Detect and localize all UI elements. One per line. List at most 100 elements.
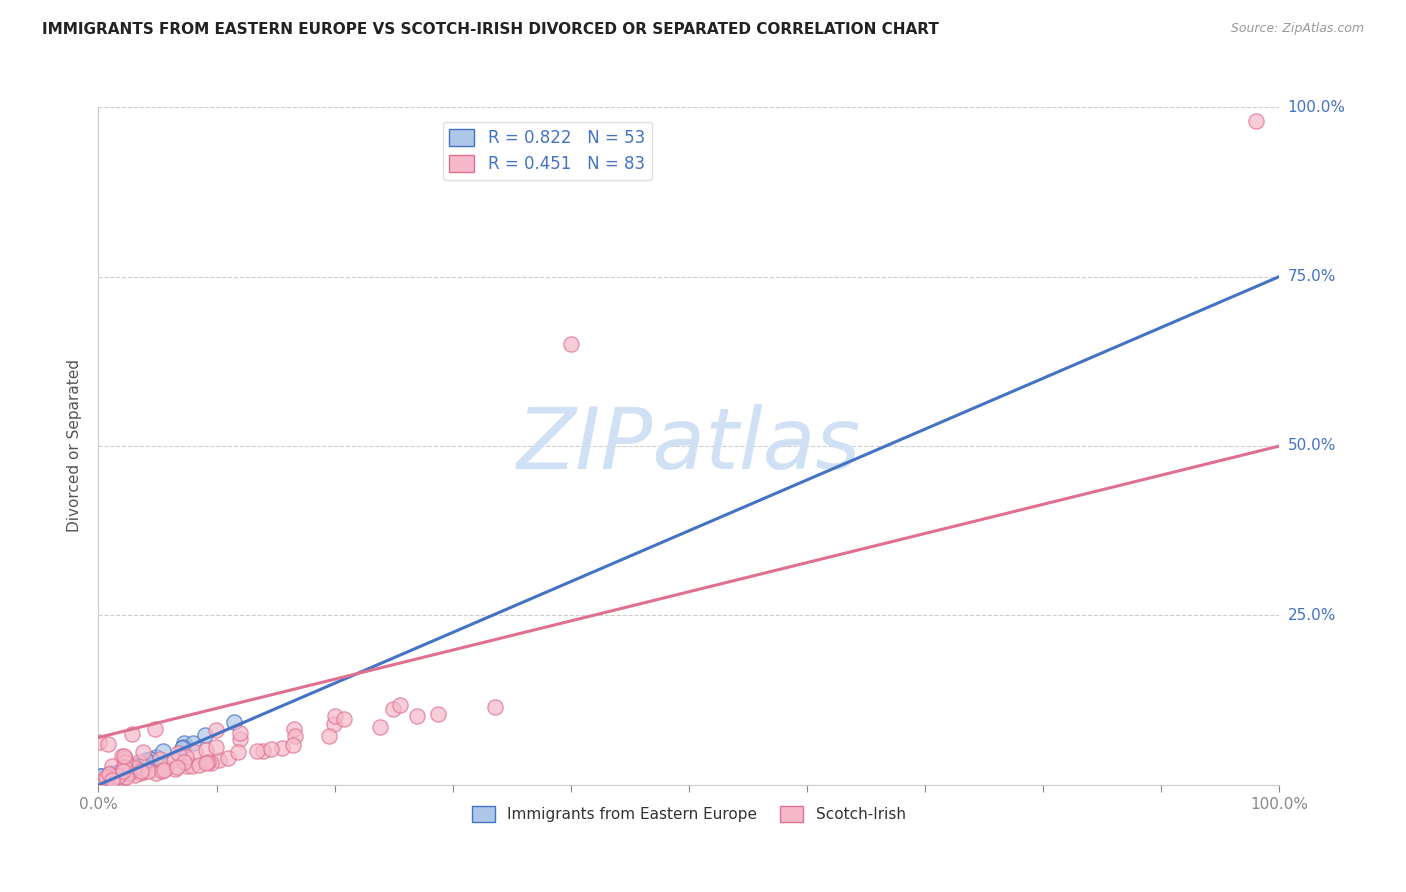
Point [105,767,128,781]
Point [98,770,121,784]
Point [112,770,135,784]
Point [226,745,249,759]
Point [100,768,122,782]
Point [484,700,506,714]
Point [325,709,347,723]
Point [184,745,207,759]
Point [152,763,174,777]
Point [108,764,131,778]
Point [110,766,132,780]
Point [98,772,121,787]
Point [90,769,112,783]
Point [89,777,111,791]
Point [110,766,132,780]
Point [94,773,117,788]
Point [131,764,153,778]
Point [115,770,138,784]
Point [135,753,157,767]
Point [173,755,195,769]
Point [252,743,274,757]
Point [112,748,135,763]
Point [195,743,218,757]
Point [114,760,136,774]
Point [97,772,120,787]
Point [194,728,217,742]
Point [115,765,138,780]
Point [195,756,218,770]
Point [103,772,125,786]
Point [111,764,134,778]
Point [94,773,117,788]
Point [108,769,131,783]
Point [103,769,125,783]
Point [90,776,112,790]
Point [173,736,195,750]
Point [114,755,136,769]
Point [104,767,127,781]
Point [98,766,121,780]
Point [172,739,194,754]
Point [111,764,134,778]
Point [111,767,134,781]
Point [174,750,197,764]
Point [389,698,412,713]
Point [149,751,172,765]
Legend: Immigrants from Eastern Europe, Scotch-Irish: Immigrants from Eastern Europe, Scotch-I… [467,800,911,828]
Point [101,773,124,788]
Point [222,715,245,730]
Point [94,770,117,784]
Point [323,717,346,731]
Text: Source: ZipAtlas.com: Source: ZipAtlas.com [1230,22,1364,36]
Point [131,765,153,780]
Point [145,723,167,737]
Point [167,746,190,760]
Point [172,740,194,755]
Point [96,771,118,785]
Point [104,769,127,783]
Point [121,727,143,741]
Point [112,764,135,779]
Point [112,760,135,774]
Point [333,712,356,726]
Point [318,729,340,743]
Point [115,762,138,776]
Point [108,764,131,778]
Point [283,722,305,736]
Point [217,751,239,765]
Point [90,769,112,783]
Point [114,765,136,780]
Point [107,768,129,782]
Point [162,753,184,767]
Point [381,702,404,716]
Point [120,762,142,776]
Point [132,746,155,760]
Point [176,758,198,772]
Point [166,760,188,774]
Point [197,756,219,770]
Point [188,758,211,772]
Point [141,753,163,767]
Point [246,744,269,758]
Point [94,774,117,789]
Point [200,756,222,770]
Point [427,706,450,721]
Point [100,765,122,780]
Point [271,741,294,756]
Point [150,764,173,778]
Point [181,736,204,750]
Point [284,729,307,743]
Point [132,757,155,772]
Point [122,759,145,773]
Point [90,775,112,789]
Point [114,764,136,778]
Point [93,774,115,789]
Point [260,742,283,756]
Point [93,774,115,789]
Point [132,757,155,772]
Text: ZIPatlas: ZIPatlas [517,404,860,488]
Point [205,723,228,738]
Point [107,769,129,783]
Point [128,755,150,769]
Point [117,758,139,772]
Point [107,767,129,781]
